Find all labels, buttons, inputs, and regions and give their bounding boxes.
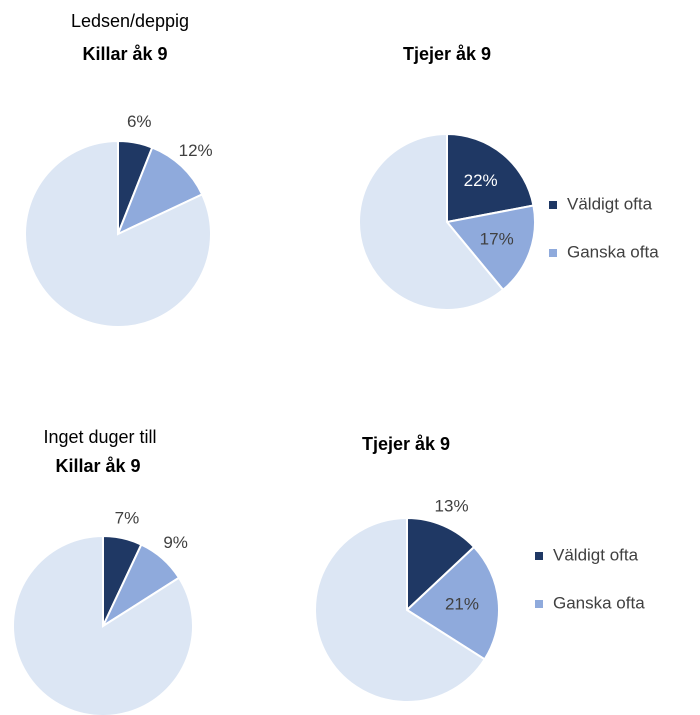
- data-label: 21%: [445, 594, 479, 613]
- legend-swatch: [535, 600, 543, 608]
- pie-slice: [446, 132, 535, 224]
- data-label: 9%: [163, 533, 188, 552]
- chart-title: Killar åk 9: [82, 44, 167, 64]
- pie-slice: [24, 139, 212, 328]
- legend-swatch: [549, 201, 557, 209]
- chart-title: Tjejer åk 9: [362, 434, 450, 454]
- chart-title: Killar åk 9: [55, 456, 140, 476]
- legend-label: Ganska ofta: [567, 242, 659, 261]
- data-label: 12%: [179, 141, 213, 160]
- legend-label: Väldigt ofta: [567, 194, 653, 213]
- data-label: 6%: [127, 112, 152, 131]
- pie-slice: [314, 516, 487, 703]
- pie-slice: [445, 204, 536, 292]
- chart-heading: Ledsen/deppig: [71, 11, 189, 31]
- chart-heading: Inget duger till: [43, 427, 156, 447]
- pie-slice: [116, 146, 204, 236]
- pie-slice: [358, 132, 505, 311]
- pie-slice: [405, 545, 500, 661]
- data-label: 13%: [435, 496, 469, 515]
- data-label: 17%: [480, 229, 514, 248]
- pie-slice: [12, 534, 194, 715]
- legend-swatch: [549, 249, 557, 257]
- legend-label: Väldigt ofta: [553, 545, 639, 564]
- pie-slice: [406, 516, 476, 613]
- chart-title: Tjejer åk 9: [403, 44, 491, 64]
- data-label: 7%: [115, 508, 140, 527]
- legend-label: Ganska ofta: [553, 593, 645, 612]
- data-label: 22%: [464, 171, 498, 190]
- legend-swatch: [535, 552, 543, 560]
